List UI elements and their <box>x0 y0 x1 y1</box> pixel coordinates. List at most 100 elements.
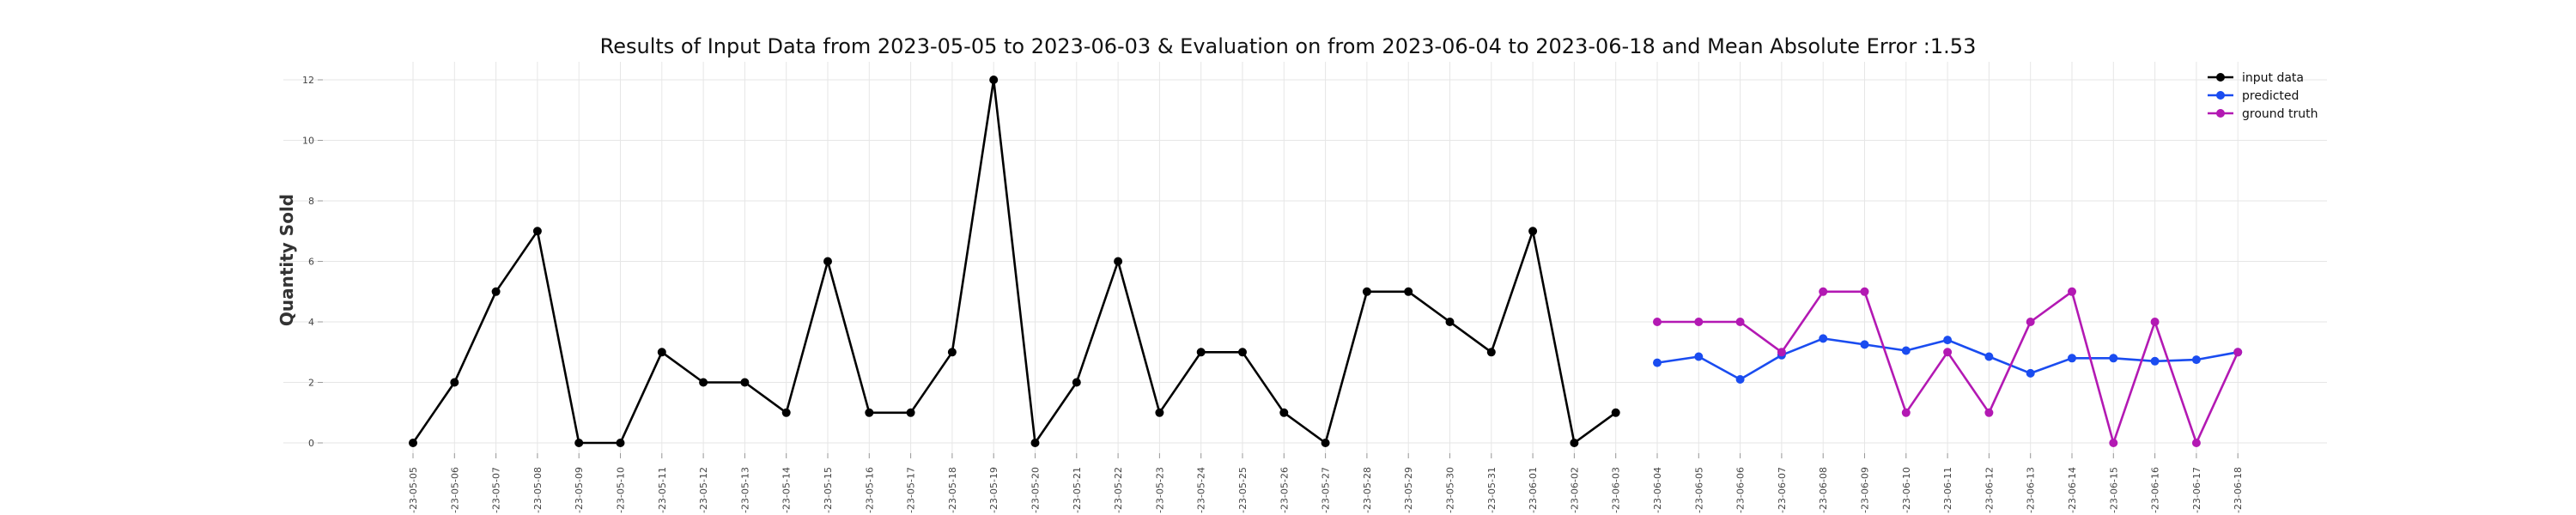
data-point-input-data <box>740 378 750 387</box>
x-tick-label: -23-06-01 <box>1528 467 1539 513</box>
x-tick-label: -23-05-29 <box>1403 467 1414 513</box>
x-tick-label: -23-05-30 <box>1445 467 1456 513</box>
x-tick-label: -23-05-15 <box>823 467 834 513</box>
x-tick-label: -23-06-17 <box>2191 467 2202 513</box>
y-tick-label: 4 <box>308 317 314 328</box>
x-tick-label: -23-05-05 <box>408 467 419 513</box>
x-tick-label: -23-05-20 <box>1030 467 1042 513</box>
x-tick-label: -23-05-25 <box>1237 467 1249 513</box>
legend-marker-input-data <box>2216 73 2225 82</box>
data-point-ground-truth <box>1860 287 1869 296</box>
x-tick-label: -23-05-24 <box>1196 467 1207 513</box>
y-axis: 0 2 4 6 8 10 12 <box>302 75 323 449</box>
data-point-input-data <box>450 378 459 387</box>
data-point-ground-truth <box>2233 348 2243 357</box>
plot-area <box>283 62 2327 458</box>
data-point-input-data <box>1072 378 1081 387</box>
y-tick-label: 6 <box>308 257 314 268</box>
data-point-predicted <box>1694 352 1704 361</box>
x-tick-label: -23-05-23 <box>1154 467 1165 513</box>
data-point-input-data <box>906 408 915 417</box>
x-tick-label: -23-05-07 <box>491 467 502 513</box>
x-tick-label: -23-05-31 <box>1486 467 1498 513</box>
y-tick-label: 2 <box>308 378 314 389</box>
x-tick-label: -23-05-16 <box>864 467 875 513</box>
x-tick-label: -23-05-22 <box>1113 467 1124 513</box>
data-point-ground-truth <box>2150 318 2160 326</box>
legend-marker-predicted <box>2216 91 2225 100</box>
x-tick-label: -23-05-14 <box>781 467 793 513</box>
data-point-ground-truth <box>1735 318 1745 326</box>
data-point-input-data <box>699 378 708 387</box>
x-tick-label: -23-05-19 <box>988 467 999 513</box>
data-point-input-data <box>491 287 501 296</box>
legend-marker-ground-truth <box>2216 109 2225 118</box>
x-tick-label: -23-06-18 <box>2233 467 2244 513</box>
x-tick-label: -23-06-06 <box>1735 467 1747 513</box>
data-point-input-data <box>1445 318 1455 326</box>
x-tick-label: -23-05-13 <box>739 467 750 513</box>
data-point-predicted <box>2026 368 2035 378</box>
data-point-predicted <box>2150 356 2160 366</box>
x-tick-label: -23-05-09 <box>574 467 585 513</box>
data-point-predicted <box>2109 354 2118 363</box>
data-point-input-data <box>1528 227 1538 236</box>
data-point-ground-truth <box>1819 287 1828 296</box>
data-point-predicted <box>1860 340 1869 349</box>
x-tick-label: -23-05-10 <box>616 467 627 513</box>
x-tick-label: -23-06-09 <box>1860 467 1871 513</box>
y-axis-label: Quantity Sold <box>276 194 297 326</box>
data-point-input-data <box>1404 287 1413 296</box>
x-tick-label: -23-05-17 <box>906 467 917 513</box>
x-tick-label: -23-06-16 <box>2150 467 2161 513</box>
data-point-predicted <box>1735 375 1745 384</box>
data-point-input-data <box>781 408 791 417</box>
x-tick-label: -23-06-12 <box>1984 467 1995 513</box>
data-point-predicted <box>2191 355 2201 365</box>
data-point-ground-truth <box>2191 439 2201 447</box>
y-tick-label: 12 <box>302 75 314 86</box>
data-point-ground-truth <box>1984 408 1994 417</box>
data-point-ground-truth <box>2068 287 2076 296</box>
y-tick-label: 10 <box>302 136 314 147</box>
x-tick-label: -23-05-28 <box>1362 467 1373 513</box>
data-point-input-data <box>574 439 584 447</box>
x-axis: -23-05-05 -23-05-06 -23-05-07 -23-05-08 -23-… <box>408 453 2244 513</box>
x-tick-label: -23-05-26 <box>1279 467 1290 513</box>
x-tick-label: -23-06-08 <box>1818 467 1829 513</box>
data-point-ground-truth <box>1901 408 1911 417</box>
data-point-input-data <box>1362 287 1371 296</box>
data-point-input-data <box>1570 439 1579 447</box>
x-tick-label: -23-05-06 <box>449 467 460 513</box>
x-tick-label: -23-06-14 <box>2067 467 2078 513</box>
data-point-input-data <box>1486 348 1496 357</box>
series-layer <box>409 76 2243 447</box>
data-point-input-data <box>947 348 957 357</box>
x-tick-label: -23-05-11 <box>657 467 668 513</box>
legend-label-ground-truth: ground truth <box>2242 107 2318 121</box>
data-point-ground-truth <box>1694 318 1704 326</box>
data-point-input-data <box>823 257 832 266</box>
data-point-input-data <box>1238 348 1247 357</box>
legend-label-input-data: input data <box>2242 71 2304 85</box>
grid <box>283 62 2327 458</box>
legend-label-predicted: predicted <box>2242 89 2299 103</box>
x-tick-label: -23-06-04 <box>1652 467 1663 513</box>
data-point-input-data <box>1114 257 1123 266</box>
series-line-input-data <box>411 78 1617 445</box>
data-point-predicted <box>1901 346 1911 355</box>
x-tick-label: -23-05-27 <box>1321 467 1332 513</box>
data-point-input-data <box>1030 439 1040 447</box>
data-point-ground-truth <box>2026 318 2035 326</box>
x-tick-label: -23-06-07 <box>1777 467 1788 513</box>
x-tick-label: -23-06-03 <box>1611 467 1622 513</box>
legend: input data predicted ground truth <box>2208 71 2318 121</box>
data-point-predicted <box>1819 334 1828 343</box>
x-tick-label: -23-06-13 <box>2026 467 2037 513</box>
data-point-predicted <box>2068 354 2076 363</box>
y-tick-label: 8 <box>308 196 314 207</box>
data-point-input-data <box>616 439 625 447</box>
data-point-predicted <box>1984 352 1994 361</box>
x-tick-label: -23-05-21 <box>1072 467 1083 513</box>
